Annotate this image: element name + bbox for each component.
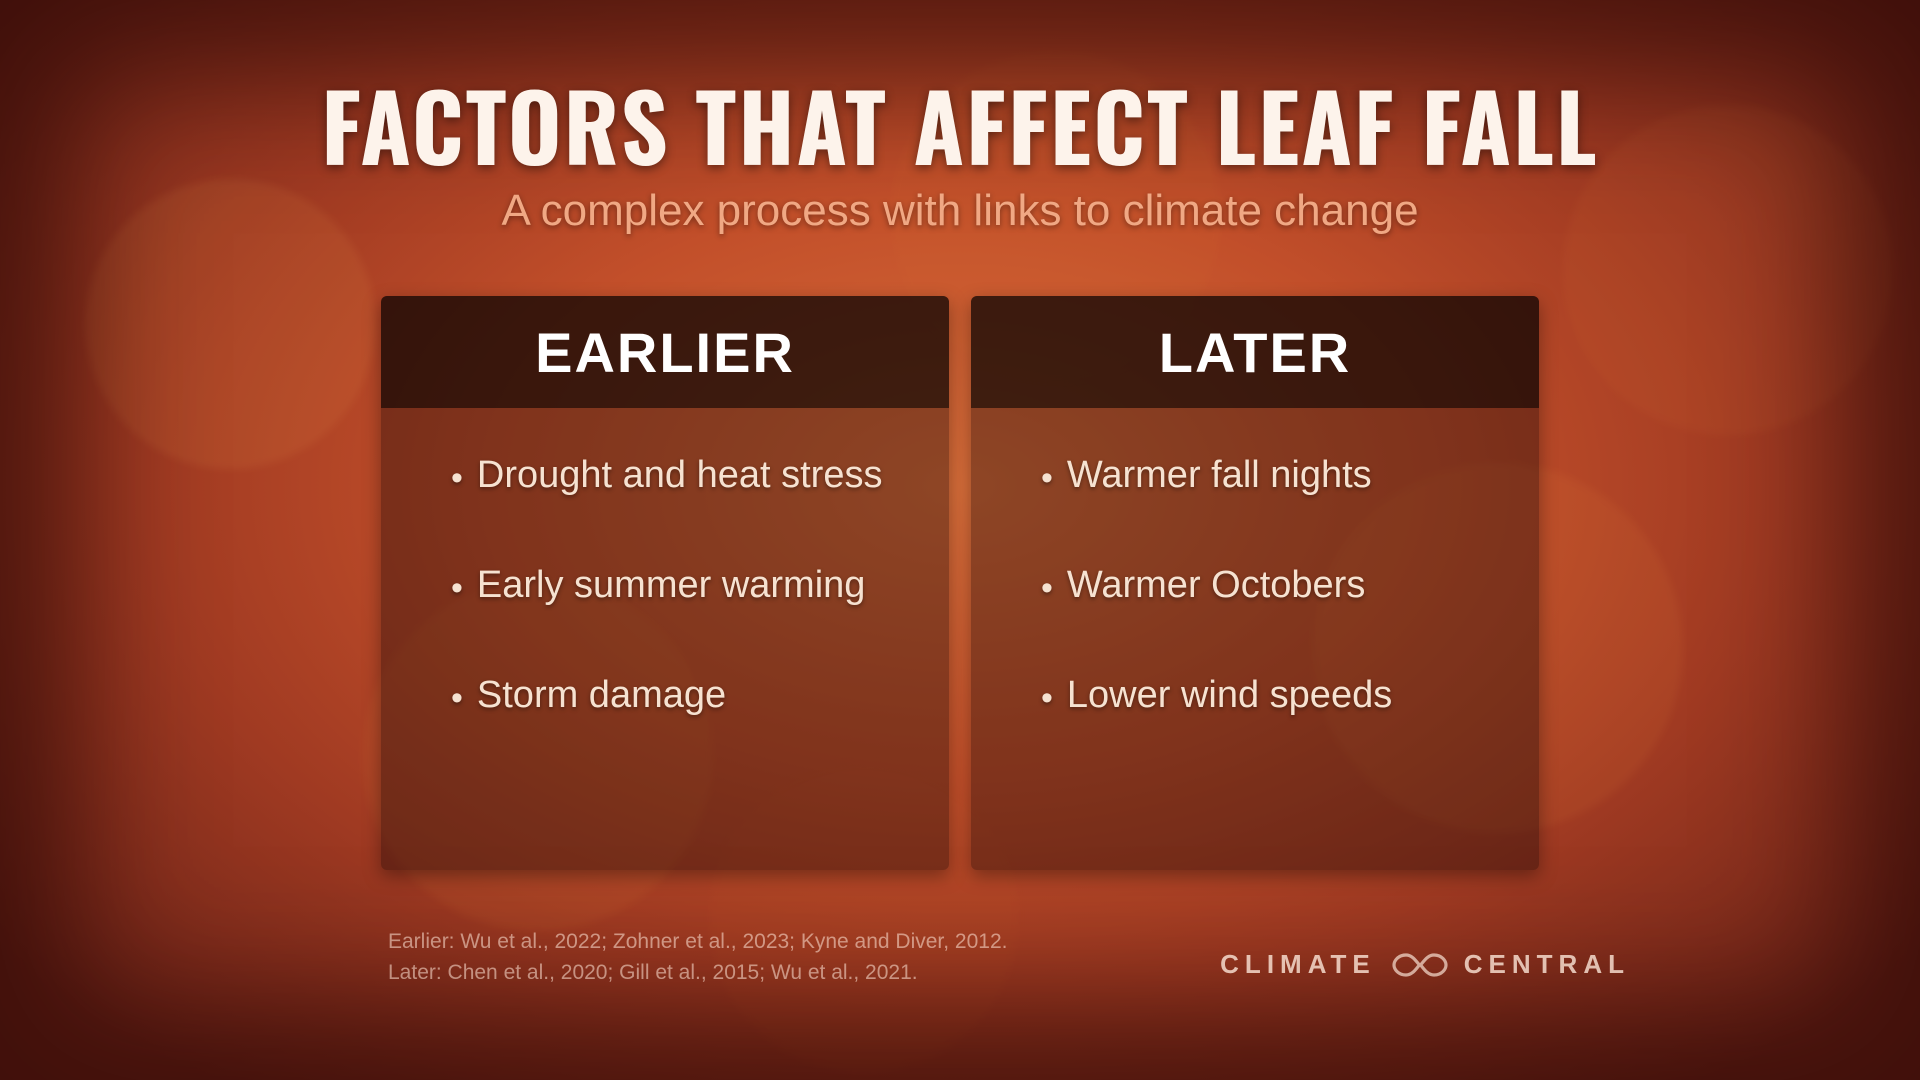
item-text: Lower wind speeds <box>1067 674 1392 717</box>
list-item: Lower wind speeds <box>1041 674 1499 720</box>
list-item: Storm damage <box>451 674 909 720</box>
panel-later-heading: LATER <box>971 296 1539 408</box>
panel-earlier-body: Drought and heat stress Early summer war… <box>381 408 949 870</box>
slide-subtitle: A complex process with links to climate … <box>0 186 1920 236</box>
slide-title: FACTORS THAT AFFECT LEAF FALL <box>0 78 1920 170</box>
infinity-icon <box>1392 951 1448 979</box>
list-item: Drought and heat stress <box>451 454 909 500</box>
brand-word-right: CENTRAL <box>1464 949 1630 980</box>
list-item: Early summer warming <box>451 564 909 610</box>
panel-later: LATER Warmer fall nights Warmer Octobers… <box>971 296 1539 870</box>
list-item: Warmer Octobers <box>1041 564 1499 610</box>
slide: FACTORS THAT AFFECT LEAF FALL A complex … <box>0 0 1920 1080</box>
panel-earlier-heading: EARLIER <box>381 296 949 408</box>
item-text: Warmer fall nights <box>1067 454 1372 497</box>
panel-earlier: EARLIER Drought and heat stress Early su… <box>381 296 949 870</box>
item-text: Storm damage <box>477 674 726 717</box>
item-text: Warmer Octobers <box>1067 564 1365 607</box>
citations: Earlier: Wu et al., 2022; Zohner et al.,… <box>388 927 1007 988</box>
citation-line: Later: Chen et al., 2020; Gill et al., 2… <box>388 958 1007 988</box>
panel-later-body: Warmer fall nights Warmer Octobers Lower… <box>971 408 1539 870</box>
citation-line: Earlier: Wu et al., 2022; Zohner et al.,… <box>388 927 1007 957</box>
item-text: Drought and heat stress <box>477 454 883 497</box>
list-item: Warmer fall nights <box>1041 454 1499 500</box>
brand-word-left: CLIMATE <box>1220 949 1376 980</box>
brand: CLIMATE CENTRAL <box>1220 949 1630 980</box>
panels-row: EARLIER Drought and heat stress Early su… <box>381 296 1539 870</box>
item-text: Early summer warming <box>477 564 866 607</box>
